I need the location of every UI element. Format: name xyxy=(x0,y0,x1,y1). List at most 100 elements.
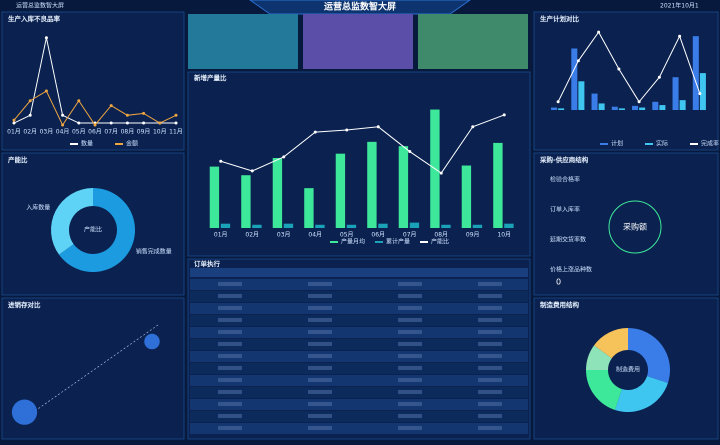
bar xyxy=(241,175,251,228)
pie-slice xyxy=(594,328,628,359)
bar xyxy=(252,224,262,228)
blurred-cell xyxy=(398,330,422,334)
blurred-cell xyxy=(218,402,242,406)
kpi-card xyxy=(188,14,298,69)
bar xyxy=(409,222,420,228)
x-tick-label: 04月 xyxy=(308,232,322,239)
point xyxy=(439,171,443,175)
point xyxy=(576,59,580,63)
point xyxy=(93,123,97,127)
x-tick-label: 07月 xyxy=(403,232,417,239)
x-tick-label: 01月 xyxy=(7,129,21,136)
blurred-cell xyxy=(478,318,502,322)
bar xyxy=(618,108,625,110)
blurred-cell xyxy=(398,354,422,358)
bar xyxy=(272,158,283,228)
table-row xyxy=(190,351,528,362)
x-tick-label: 11月 xyxy=(169,129,183,136)
point xyxy=(657,75,661,79)
x-tick-label: 05月 xyxy=(340,232,354,239)
blurred-cell xyxy=(398,426,422,430)
kpi-card xyxy=(418,14,528,69)
bar xyxy=(578,81,585,110)
bar xyxy=(591,93,598,110)
metric-label: 订单入库率 xyxy=(550,206,580,214)
blurred-cell xyxy=(218,354,242,358)
blurred-cell xyxy=(308,342,332,346)
blurred-cell xyxy=(218,378,242,382)
blurred-cell xyxy=(308,306,332,310)
point xyxy=(109,104,113,108)
table-row xyxy=(190,363,528,374)
bar xyxy=(679,100,686,110)
table-row xyxy=(190,411,528,422)
x-tick-label: 09月 xyxy=(137,129,151,136)
blurred-cell xyxy=(478,402,502,406)
point xyxy=(12,121,16,125)
panels xyxy=(1,11,719,440)
x-tick-label: 04月 xyxy=(56,129,70,136)
line-series xyxy=(220,114,505,174)
bar xyxy=(493,142,503,228)
panel-title: 生产入库不良品率 xyxy=(8,14,61,23)
table-row xyxy=(190,327,528,338)
line-series xyxy=(557,31,701,103)
x-tick-label: 03月 xyxy=(40,129,54,136)
table-row xyxy=(190,303,528,314)
pie-slice xyxy=(59,188,135,272)
blurred-cell xyxy=(218,282,242,286)
table xyxy=(190,268,528,434)
table-row xyxy=(190,315,528,326)
kpi-card xyxy=(303,14,413,69)
page-title: 运营总监数智大屏 xyxy=(324,1,396,13)
panel xyxy=(533,152,719,296)
point xyxy=(109,121,113,125)
legend-label: 累计产量 xyxy=(386,238,410,246)
pie-center: 产能比 xyxy=(84,226,102,234)
x-tick-label: 08月 xyxy=(434,232,448,239)
blurred-cell xyxy=(308,414,332,418)
point xyxy=(250,169,254,173)
legend-label: 产量月均 xyxy=(341,238,365,246)
blurred-cell xyxy=(398,342,422,346)
panel xyxy=(1,11,185,151)
blurred-cell xyxy=(398,414,422,418)
panel xyxy=(1,297,185,440)
blurred-cell xyxy=(308,426,332,430)
point xyxy=(61,123,65,127)
point xyxy=(174,113,178,117)
point xyxy=(125,121,129,125)
point xyxy=(471,125,475,129)
x-tick-label: 03月 xyxy=(277,232,291,239)
point xyxy=(28,99,32,103)
point xyxy=(617,67,621,71)
blurred-cell xyxy=(218,306,242,310)
bar xyxy=(461,165,472,228)
point xyxy=(345,128,349,132)
blurred-cell xyxy=(398,402,422,406)
blurred-cell xyxy=(398,390,422,394)
bar xyxy=(699,73,706,110)
pie-center: 制造费用 xyxy=(616,366,640,374)
app-name: 运营总监数智大屏 xyxy=(16,2,64,10)
point xyxy=(408,150,412,154)
table-header xyxy=(190,268,528,277)
metric-value: 0 xyxy=(556,278,561,287)
blurred-cell xyxy=(308,402,332,406)
ring-label: 采购额 xyxy=(623,222,647,232)
point xyxy=(12,118,16,122)
pie-slice xyxy=(586,370,622,410)
x-tick-label: 06月 xyxy=(88,129,102,136)
point xyxy=(44,89,48,93)
bar xyxy=(346,224,357,228)
bar xyxy=(220,223,231,228)
blurred-cell xyxy=(478,390,502,394)
point xyxy=(142,111,146,115)
blurred-cell xyxy=(218,366,242,370)
panel xyxy=(533,297,719,440)
point xyxy=(376,125,380,129)
bar xyxy=(398,146,409,228)
blurred-cell xyxy=(308,282,332,286)
bar xyxy=(378,223,388,228)
